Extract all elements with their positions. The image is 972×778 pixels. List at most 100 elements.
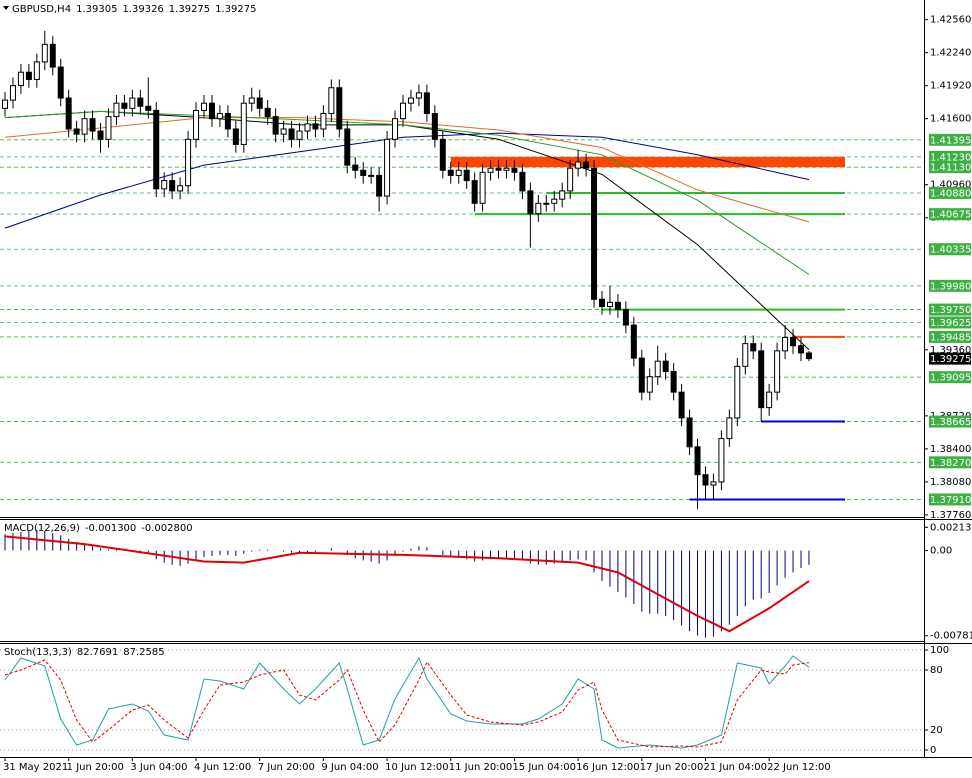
- panel-header: GBPUSD,H4 1.39305 1.39326 1.39275 1.39275: [12, 4, 257, 15]
- candle-body: [296, 130, 303, 140]
- candle-body: [376, 174, 383, 197]
- indicator-line: [4, 535, 810, 633]
- candle-body: [439, 138, 446, 171]
- candle-body: [193, 109, 200, 140]
- price-label-box: [929, 330, 971, 343]
- candle-body: [798, 345, 804, 354]
- price-label-box: [929, 493, 971, 506]
- y-tick-label: 0.002137: [930, 522, 972, 533]
- candle-body: [400, 102, 406, 120]
- price-label-box: [929, 133, 971, 146]
- candle-body: [73, 128, 80, 135]
- candle-body: [479, 171, 486, 204]
- candle-body: [81, 118, 88, 135]
- candle-body: [519, 171, 526, 192]
- candle-body: [129, 97, 136, 109]
- candle-body: [9, 85, 16, 101]
- candle-body: [248, 97, 255, 104]
- x-tick-label: 22 Jun 12:00: [767, 762, 831, 773]
- x-tick-label: 31 May 2021: [3, 762, 68, 773]
- candle-body: [694, 446, 701, 476]
- candle-body: [535, 202, 542, 215]
- candle-body: [495, 167, 502, 171]
- price-label-box: [929, 150, 971, 163]
- candle-body: [153, 109, 160, 190]
- y-tick-label: 1.41920: [930, 81, 971, 92]
- candle-body: [447, 169, 454, 176]
- supply-zone: [450, 156, 845, 168]
- candle-body: [256, 97, 263, 109]
- candle-body: [726, 417, 733, 440]
- candle-body: [543, 202, 550, 205]
- x-tick-label: 9 Jun 04:00: [321, 762, 378, 773]
- candle-body: [208, 102, 215, 120]
- price-label: 1.40675: [930, 210, 971, 221]
- indicator-name: GBPUSD,H4: [12, 4, 71, 15]
- candle-body: [758, 350, 765, 409]
- candle-body: [774, 350, 781, 393]
- candle-body: [750, 343, 757, 352]
- y-tick-label: 80: [930, 665, 943, 676]
- candle-body: [368, 174, 375, 177]
- candle-body: [551, 198, 558, 204]
- price-label-box: [929, 371, 971, 384]
- x-tick-label: 16 Jun 12:00: [576, 762, 640, 773]
- candle-body: [662, 360, 669, 372]
- candle-body: [702, 474, 709, 486]
- y-tick-label: 20: [930, 725, 943, 736]
- candle-body: [686, 417, 693, 448]
- candle-body: [710, 481, 717, 486]
- candle-body: [113, 102, 120, 118]
- price-label-box: [929, 161, 971, 174]
- price-label: 1.40335: [930, 245, 971, 256]
- y-tick-label: 1.39360: [930, 345, 971, 356]
- header-value: 87.2585: [123, 647, 164, 658]
- candle-body: [280, 128, 287, 135]
- candle-body: [57, 66, 64, 99]
- candle-body: [105, 116, 112, 140]
- indicator-name: MACD(12,26,9): [4, 523, 80, 534]
- header-value: 1.39275: [169, 4, 210, 15]
- header-value: -0.001300: [85, 523, 136, 534]
- price-label-box: [929, 208, 971, 221]
- price-label: 1.41395: [930, 135, 971, 146]
- last-price-label: 1.39275: [930, 354, 971, 365]
- candle-body: [97, 130, 104, 140]
- candle-body: [392, 118, 399, 140]
- candle-body: [201, 102, 207, 111]
- candle-body: [431, 113, 438, 140]
- candle-body: [455, 169, 462, 176]
- indicator-line: [4, 655, 810, 749]
- x-tick-label: 10 Jun 12:00: [385, 762, 449, 773]
- candle-body: [304, 123, 311, 132]
- price-label: 1.39485: [930, 332, 971, 343]
- y-tick-label: 0: [930, 745, 936, 756]
- panel-header: MACD(12,26,9) -0.001300 -0.002800: [4, 523, 193, 534]
- y-tick-label: 100: [930, 645, 949, 656]
- last-price-box: [929, 352, 971, 365]
- candle-body: [503, 167, 510, 171]
- candle-body: [471, 180, 478, 204]
- header-arrow: [3, 6, 9, 10]
- candle-body: [224, 113, 231, 130]
- candle-body: [121, 102, 128, 109]
- candle-body: [177, 185, 184, 192]
- price-label-box: [929, 186, 971, 199]
- candle-body: [161, 180, 168, 190]
- candle-body: [360, 169, 367, 176]
- candle-body: [169, 180, 176, 192]
- price-label-box: [929, 415, 971, 428]
- candle-body: [790, 336, 797, 347]
- x-tick-label: 7 Jun 20:00: [258, 762, 315, 773]
- candle-body: [33, 61, 40, 80]
- candle-body: [614, 301, 621, 311]
- candle-body: [41, 43, 48, 63]
- candle-body: [25, 71, 32, 80]
- candle-body: [89, 118, 96, 132]
- candle-body: [344, 128, 351, 166]
- candle-body: [49, 43, 56, 68]
- price-label: 1.41130: [930, 163, 971, 174]
- y-tick-label: -0.007816: [930, 631, 972, 642]
